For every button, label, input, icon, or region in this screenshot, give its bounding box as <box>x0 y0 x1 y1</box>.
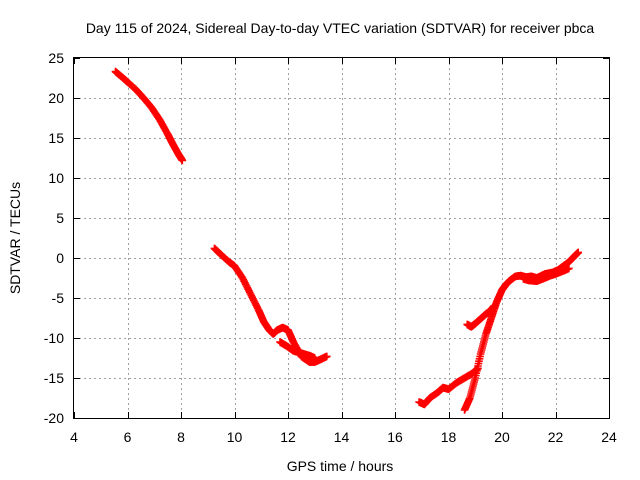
y-tick-label: 5 <box>56 210 64 226</box>
plot-frame <box>73 57 610 419</box>
series-arc-3 <box>276 338 319 362</box>
x-tick-label: 6 <box>124 429 132 445</box>
y-tick-label: 20 <box>48 90 64 106</box>
x-tick-label: 18 <box>441 429 457 445</box>
series-arc-1 <box>111 67 187 165</box>
x-tick-label: 8 <box>177 429 185 445</box>
series-arc-6 <box>463 302 498 331</box>
chart-title: Day 115 of 2024, Sidereal Day-to-day VTE… <box>86 20 595 36</box>
y-tick-label: -20 <box>44 410 64 426</box>
x-tick-label: 4 <box>70 429 78 445</box>
x-tick-label: 24 <box>601 429 617 445</box>
data-point <box>574 248 583 257</box>
y-tick-label: 0 <box>56 250 64 266</box>
x-axis-label: GPS time / hours <box>287 458 394 474</box>
x-tick-label: 16 <box>387 429 403 445</box>
data-point <box>178 156 187 165</box>
y-axis-label: SDTVAR / TECUs <box>7 182 23 294</box>
y-tick-label: 25 <box>48 50 64 66</box>
y-tick-label: 10 <box>48 170 64 186</box>
data-point <box>322 352 331 361</box>
x-tick-label: 14 <box>334 429 350 445</box>
series-arc-7 <box>519 264 573 285</box>
x-tick-label: 10 <box>227 429 243 445</box>
y-tick-label: -5 <box>52 290 65 306</box>
data-point <box>565 264 573 273</box>
data-layer <box>111 67 583 414</box>
y-tick-label: 15 <box>48 130 64 146</box>
data-point <box>490 302 498 310</box>
y-tick-label: -15 <box>44 370 64 386</box>
y-tick-label: -10 <box>44 330 64 346</box>
x-tick-label: 12 <box>280 429 296 445</box>
grid-layer <box>74 58 609 418</box>
data-point <box>310 354 319 362</box>
tick-layer: 4 6 8 10 12 14 16 18 20 22 24 -20 -15 -10 -5 0 5 10 15 20 25 <box>44 50 617 445</box>
x-tick-label: 20 <box>494 429 510 445</box>
series-arc-2 <box>210 244 331 366</box>
x-tick-label: 22 <box>548 429 564 445</box>
